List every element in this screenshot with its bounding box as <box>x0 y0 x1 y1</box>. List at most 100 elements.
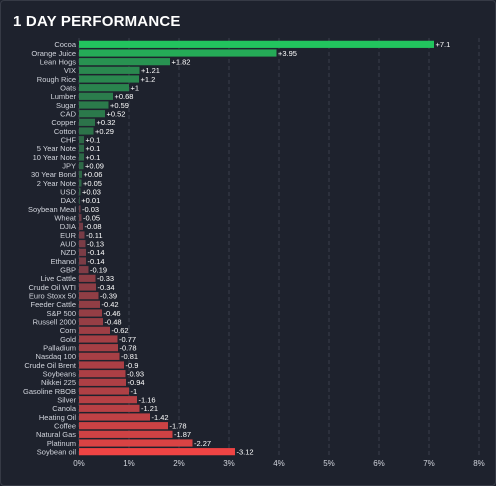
bar <box>79 153 84 161</box>
category-label: 2 Year Note <box>37 179 76 188</box>
bar <box>79 92 113 100</box>
data-label: -0.34 <box>98 283 115 292</box>
category-label: Lean Hogs <box>40 57 77 66</box>
category-label: Natural Gas <box>36 430 76 439</box>
bar <box>79 283 96 291</box>
category-label: Canola <box>52 404 77 413</box>
data-label: -0.05 <box>83 213 100 222</box>
category-label: Wheat <box>54 213 77 222</box>
bar <box>79 326 110 334</box>
x-tick-label: 2% <box>173 459 185 468</box>
category-label: Feeder Cattle <box>31 300 76 309</box>
data-label: +1.21 <box>141 66 160 75</box>
category-label: Soybean oil <box>37 447 77 456</box>
category-label: 30 Year Bond <box>31 170 76 179</box>
x-tick-label: 8% <box>473 459 485 468</box>
category-label: Oats <box>60 83 76 92</box>
data-label: -0.14 <box>88 248 105 257</box>
data-label: -0.46 <box>104 309 121 318</box>
bar <box>79 144 84 152</box>
category-label: Palladium <box>43 343 76 352</box>
data-label: -2.27 <box>194 439 211 448</box>
bar <box>79 300 100 308</box>
bar <box>79 378 126 386</box>
bar <box>79 162 84 170</box>
data-label: -0.14 <box>88 257 105 266</box>
data-label: +0.68 <box>115 92 134 101</box>
category-label: Nikkei 225 <box>41 378 76 387</box>
data-label: -0.9 <box>126 361 139 370</box>
bar <box>79 370 126 378</box>
x-tick-label: 4% <box>273 459 285 468</box>
category-label: 10 Year Note <box>33 153 76 162</box>
data-label: +1 <box>131 83 140 92</box>
category-label: Russell 2000 <box>33 317 76 326</box>
data-label: +0.1 <box>86 153 101 162</box>
bar <box>79 231 85 239</box>
data-label: -1.16 <box>139 395 156 404</box>
bar <box>79 335 118 343</box>
category-label: Platinum <box>47 439 76 448</box>
category-label: AUD <box>60 239 76 248</box>
data-label: -0.81 <box>121 352 138 361</box>
data-label: -0.42 <box>102 300 119 309</box>
bar <box>79 75 139 83</box>
bar <box>79 422 168 430</box>
category-label: Crude Oil Brent <box>24 361 77 370</box>
data-label: -0.39 <box>100 291 117 300</box>
data-label: -0.13 <box>87 239 104 248</box>
data-label: -0.48 <box>105 317 122 326</box>
bar <box>79 136 84 144</box>
data-label: -0.77 <box>119 335 136 344</box>
data-label: -1.42 <box>152 413 169 422</box>
data-label: -0.03 <box>82 205 99 214</box>
category-label: Cocoa <box>54 40 77 49</box>
category-label: Soybean Meal <box>28 205 76 214</box>
bar <box>79 430 173 438</box>
data-label: -1.87 <box>174 430 191 439</box>
category-label: Euro Stoxx 50 <box>29 291 76 300</box>
data-label: -0.19 <box>90 265 107 274</box>
x-tick-label: 5% <box>323 459 335 468</box>
bar <box>79 40 434 48</box>
category-label: VIX <box>64 66 76 75</box>
data-label: -0.08 <box>85 222 102 231</box>
category-label: Coffee <box>54 421 76 430</box>
x-tick-label: 7% <box>423 459 435 468</box>
bar <box>79 352 120 360</box>
data-label: -1 <box>131 387 138 396</box>
bar <box>79 404 140 412</box>
bar <box>79 396 137 404</box>
bar <box>79 318 103 326</box>
bar <box>79 240 86 248</box>
data-label: +1.2 <box>141 75 156 84</box>
data-label: +0.32 <box>97 118 116 127</box>
category-label: Rough Rice <box>37 75 76 84</box>
category-label: DJIA <box>60 222 76 231</box>
bar <box>79 110 105 118</box>
data-label: +1.82 <box>172 57 191 66</box>
category-label: Soybeans <box>43 369 77 378</box>
data-label: -1.78 <box>170 421 187 430</box>
data-label: +7.1 <box>436 40 451 49</box>
category-label: Cotton <box>54 127 76 136</box>
data-label: -3.12 <box>237 447 254 456</box>
data-label: +0.09 <box>85 161 104 170</box>
bar <box>79 257 86 265</box>
category-label: Copper <box>51 118 76 127</box>
x-tick-label: 6% <box>373 459 385 468</box>
bar <box>79 66 140 74</box>
category-label: S&P 500 <box>47 309 76 318</box>
bar <box>79 84 129 92</box>
bar <box>79 266 89 274</box>
category-label: Lumber <box>51 92 77 101</box>
category-label: Ethanol <box>51 257 77 266</box>
data-label: +0.52 <box>107 109 126 118</box>
data-label: +0.06 <box>84 170 103 179</box>
bar <box>79 101 109 109</box>
category-label: Orange Juice <box>31 49 76 58</box>
bar <box>79 222 83 230</box>
data-label: -0.93 <box>127 369 144 378</box>
category-label: GBP <box>60 265 76 274</box>
